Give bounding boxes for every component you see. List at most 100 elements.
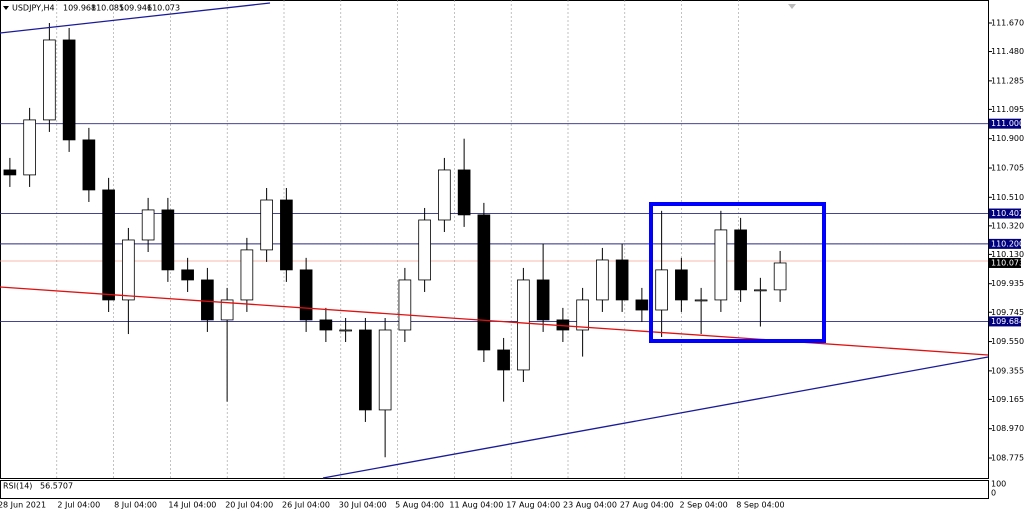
x-tick-label: 20 Jul 04:00 (225, 501, 273, 510)
candle-body (596, 259, 609, 301)
y-tick-label: 110.510 (991, 193, 1024, 202)
menu-arrow (3, 6, 9, 10)
candle-body (141, 209, 155, 241)
candle-body (754, 289, 767, 292)
price-tag (989, 257, 1021, 268)
header-price: 109.946 (119, 4, 152, 13)
shift-marker (788, 4, 796, 9)
candle-body (43, 39, 56, 121)
candle-body (457, 169, 471, 216)
candle-body (694, 299, 708, 302)
level-label: 110.402 (991, 209, 1024, 218)
trendline (0, 2, 271, 34)
candle-body (260, 199, 273, 251)
trendline (322, 356, 989, 479)
y-tick-label: 109.745 (991, 308, 1024, 317)
candle-body (477, 214, 491, 351)
candle-body (378, 329, 392, 411)
y-tick-label: 111.670 (991, 18, 1024, 27)
candle-body (161, 209, 175, 271)
level-tag (989, 238, 1021, 249)
candle-body (3, 169, 17, 176)
candle-body (319, 319, 333, 331)
candle-body (714, 229, 728, 301)
candle-body (517, 279, 530, 371)
y-tick-label: 109.165 (991, 395, 1024, 404)
x-tick-label: 30 Jul 04:00 (339, 501, 387, 510)
axis: 111.670 111.480 111.285 111.095 110.900 110.7… (0, 18, 1024, 509)
header-price: 110.073 (147, 4, 180, 13)
x-tick-label: 11 Aug 04:00 (449, 501, 503, 510)
candle-body (576, 299, 589, 331)
y-tick-label: 111.480 (991, 47, 1024, 56)
y-tick-label: 108.970 (991, 424, 1024, 433)
level-label: 109.684 (991, 317, 1024, 326)
level-tag (989, 316, 1021, 327)
y-tick-label: 109.935 (991, 279, 1024, 288)
y-tick-label: 109.550 (991, 337, 1024, 346)
candle-body (339, 329, 352, 332)
candle-body (734, 229, 747, 291)
x-tick-label: 26 Jul 04:00 (282, 501, 330, 510)
highlight-box (649, 202, 826, 343)
level-tag (989, 208, 1021, 219)
symbol: USDJPY,H4 (12, 4, 55, 13)
candle-body (635, 299, 649, 311)
rsi-tick-label: 100 (991, 480, 1006, 489)
y-tick-label: 111.095 (991, 105, 1024, 114)
level-tag (989, 118, 1021, 129)
x-tick-label: 14 Jul 04:00 (168, 501, 216, 510)
x-tick-label: 2 Jul 04:00 (57, 501, 100, 510)
candle-body (536, 279, 550, 321)
header-price: 109.968 (63, 4, 96, 13)
rsi-label: RSI(14) (3, 482, 32, 491)
x-tick-label: 8 Sep 04:00 (736, 501, 784, 510)
candle-body (615, 259, 629, 301)
x-tick-label: 28 Jun 2021 (0, 501, 46, 510)
candle-body (23, 119, 36, 176)
y-tick-label: 110.130 (991, 250, 1024, 259)
candle-body (655, 269, 668, 311)
candle-body (82, 139, 96, 191)
candle-body (438, 169, 451, 221)
rsi-tick-label: 0 (991, 489, 996, 498)
candle-body (201, 279, 214, 321)
y-tick-label: 110.320 (991, 221, 1024, 230)
x-tick-label: 8 Jul 04:00 (114, 501, 157, 510)
y-tick-label: 108.775 (991, 454, 1024, 463)
x-tick-label: 5 Aug 04:00 (395, 501, 444, 510)
trendline (0, 286, 989, 356)
candle-body (773, 262, 787, 291)
candle-body (220, 299, 234, 321)
y-tick-label: 110.705 (991, 163, 1024, 172)
candle-body (122, 239, 135, 301)
candle-body (181, 269, 194, 281)
candle-body (62, 39, 76, 141)
level-label: 110.200 (991, 239, 1024, 248)
candle-body (398, 279, 412, 331)
price-label: 110.073 (991, 258, 1024, 267)
candle-body (675, 269, 688, 301)
header-price: 110.085 (91, 4, 124, 13)
x-tick-label: 23 Aug 04:00 (563, 501, 617, 510)
x-tick-label: 2 Sep 04:00 (679, 501, 727, 510)
candle-body (280, 199, 293, 271)
candle-body (240, 249, 254, 301)
plot-frame (0, 0, 989, 479)
x-tick-label: 27 Aug 04:00 (620, 501, 674, 510)
candles (3, 22, 787, 458)
candle-body (418, 219, 431, 281)
y-tick-label: 110.900 (991, 134, 1024, 143)
candle-body (497, 349, 510, 371)
rsi-frame (0, 480, 989, 499)
candle-body (359, 329, 372, 411)
rsi-value: 56.5707 (40, 482, 73, 491)
x-tick-label: 17 Aug 04:00 (506, 501, 560, 510)
y-tick-label: 111.285 (991, 76, 1024, 85)
candle-body (102, 189, 115, 301)
candle-body (299, 269, 313, 321)
